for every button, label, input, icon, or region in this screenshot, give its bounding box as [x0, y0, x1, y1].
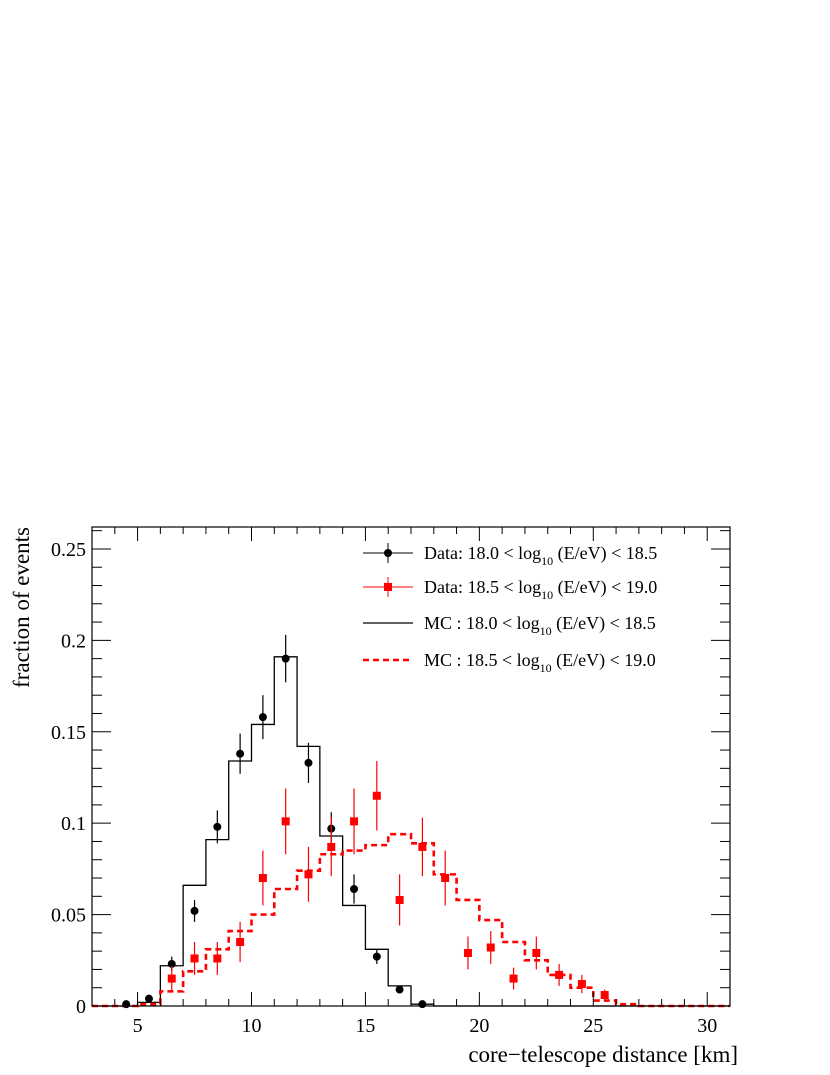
- data-point-circle: [213, 822, 222, 831]
- legend: Data: 18.0 < log10 (E/eV) < 18.5 Data: 18…: [363, 543, 657, 675]
- legend-label: Data: 18.0 < log10 (E/eV) < 18.5: [424, 543, 657, 568]
- data-point-square: [258, 874, 267, 883]
- y-tick-label: 0.25: [51, 539, 86, 561]
- mc-low-energy-histogram: [92, 656, 730, 1007]
- x-tick-label: 25: [583, 1015, 603, 1037]
- data-point-square: [190, 954, 199, 963]
- data-point-square: [281, 817, 290, 826]
- data-point-circle: [372, 952, 381, 961]
- legend-label: MC : 18.5 < log10 (E/eV) < 19.0: [424, 650, 656, 675]
- data-point-circle: [304, 758, 313, 767]
- data-point-circle: [418, 1000, 427, 1009]
- data-point-circle: [236, 749, 245, 758]
- data-point-square: [350, 817, 359, 826]
- data-point-square: [509, 974, 518, 983]
- data-point-square: [486, 943, 495, 952]
- y-tick-label: 0.2: [61, 630, 86, 652]
- y-tick-label: 0: [76, 996, 86, 1018]
- legend-swatch-circle: [384, 549, 392, 557]
- x-tick-label: 30: [697, 1015, 717, 1037]
- data-point-circle: [258, 713, 267, 722]
- data-point-square: [418, 842, 427, 851]
- data-points-layer: [122, 634, 609, 1009]
- data-point-circle: [350, 884, 359, 893]
- x-axis-label: core−telescope distance [km]: [468, 1042, 738, 1067]
- data-point-square: [236, 938, 245, 947]
- data-point-square: [555, 970, 564, 979]
- data-point-square: [167, 974, 176, 983]
- x-tick-label: 5: [133, 1015, 143, 1037]
- data-point-square: [213, 954, 222, 963]
- data-point-square: [600, 991, 609, 1000]
- data-point-circle: [122, 1000, 131, 1009]
- data-point-square: [395, 895, 404, 904]
- data-point-square: [372, 791, 381, 800]
- axes: 5 10 15 20 25 30 0 0.05 0.1 0.15 0.2 0.25: [51, 527, 731, 1037]
- legend-label: MC : 18.0 < log10 (E/eV) < 18.5: [424, 613, 656, 638]
- mc-histogram-layer: [92, 656, 730, 1008]
- x-tick-label: 20: [469, 1015, 489, 1037]
- data-point-circle: [144, 994, 153, 1003]
- data-point-circle: [281, 654, 290, 663]
- data-point-circle: [190, 906, 199, 915]
- plot-frame: [91, 526, 731, 1007]
- data-point-square: [532, 948, 541, 957]
- y-tick-label: 0.15: [51, 722, 86, 744]
- data-point-circle: [167, 959, 176, 968]
- mc-high-energy-histogram: [92, 832, 730, 1008]
- legend-label: Data: 18.5 < log10 (E/eV) < 19.0: [424, 577, 657, 602]
- y-tick-label: 0.05: [51, 905, 86, 927]
- data-point-square: [327, 842, 336, 851]
- data-point-square: [463, 948, 472, 957]
- x-tick-label: 15: [355, 1015, 375, 1037]
- y-axis-label: fraction of events: [9, 527, 34, 688]
- data-point-square: [577, 980, 586, 989]
- data-point-circle: [395, 985, 404, 994]
- data-point-square: [441, 874, 450, 883]
- x-tick-label: 10: [242, 1015, 262, 1037]
- y-tick-label: 0.1: [61, 813, 86, 835]
- legend-swatch-square: [384, 583, 392, 591]
- data-point-square: [304, 870, 313, 879]
